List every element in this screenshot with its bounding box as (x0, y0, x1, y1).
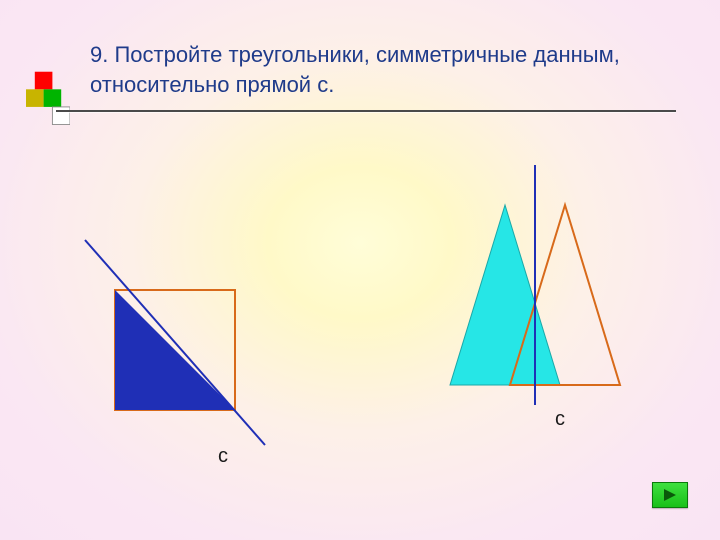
next-button[interactable] (652, 482, 688, 508)
label-c-right: с (555, 408, 565, 431)
label-c-left: с (218, 445, 228, 468)
title-underline (56, 110, 676, 112)
diagram-left (70, 230, 290, 470)
slide: { "title": "9. Постройте треугольники, с… (0, 0, 720, 540)
decor-squares (26, 68, 70, 130)
diagram-right (410, 165, 650, 425)
slide-title: 9. Постройте треугольники, симметричные … (90, 40, 650, 99)
play-icon (662, 488, 678, 502)
